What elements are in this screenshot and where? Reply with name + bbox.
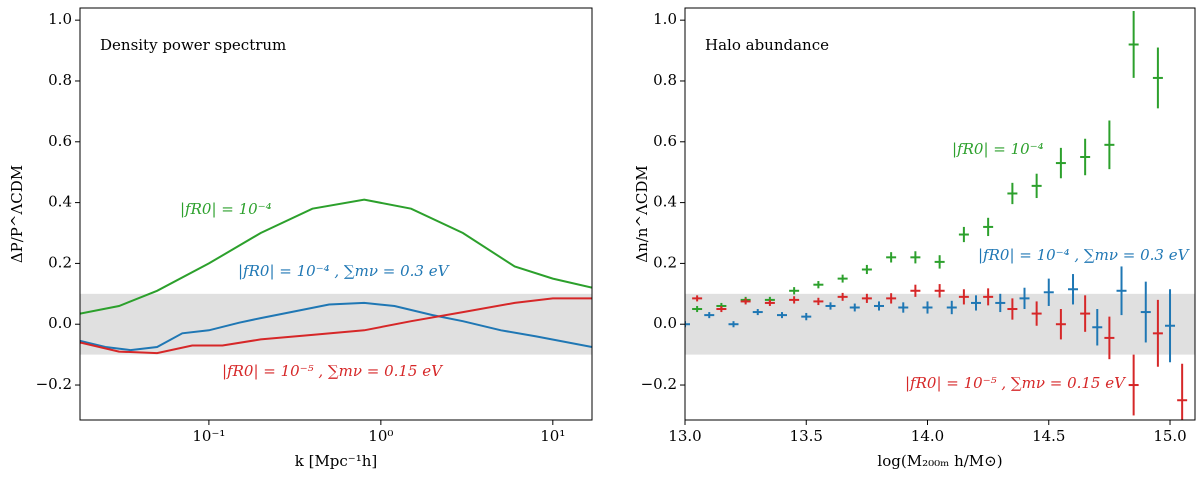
x-tick-label: 10⁻¹ — [192, 427, 225, 445]
panel-title: Halo abundance — [705, 36, 829, 54]
y-tick-label: 0.2 — [653, 253, 677, 271]
annotation: |fR0| = 10⁻⁴ — [180, 200, 272, 218]
plot-area — [685, 11, 1195, 420]
annotation: |fR0| = 10⁻⁴ , ∑mν = 0.3 eV — [238, 262, 451, 280]
y-tick-label: 0.8 — [653, 71, 677, 89]
shaded-band — [685, 293, 1195, 355]
y-tick-label: 1.0 — [48, 10, 72, 28]
x-tick-label: 13.5 — [790, 427, 823, 445]
y-axis-label: ΔP/P^ΛCDM — [8, 165, 26, 263]
axes-frame — [79, 7, 593, 421]
y-tick-label: 0.8 — [48, 71, 72, 89]
y-tick-label: 0.0 — [653, 314, 677, 332]
x-axis-label: k [Mpc⁻¹h] — [295, 452, 378, 470]
line — [80, 297, 592, 355]
y-tick-label: 1.0 — [653, 10, 677, 28]
annotation: |fR0| = 10⁻⁵ , ∑mν = 0.15 eV — [905, 374, 1127, 392]
panel-title: Density power spectrum — [100, 36, 286, 54]
annotation: |fR0| = 10⁻⁵ , ∑mν = 0.15 eV — [222, 362, 444, 380]
plot-area — [80, 198, 592, 355]
x-tick-label: 14.0 — [911, 427, 944, 445]
y-tick-label: 0.2 — [48, 253, 72, 271]
annotation: |fR0| = 10⁻⁴ — [952, 140, 1044, 158]
y-tick-label: 0.0 — [48, 314, 72, 332]
y-axis-label: Δn/n^ΛCDM — [633, 165, 651, 262]
x-tick-label: 13.0 — [668, 427, 701, 445]
x-tick-label: 15.0 — [1153, 427, 1186, 445]
y-tick-label: 0.4 — [48, 193, 72, 211]
annotation: |fR0| = 10⁻⁴ , ∑mν = 0.3 eV — [978, 246, 1191, 264]
y-tick-label: −0.2 — [641, 375, 677, 393]
x-tick-label: 10⁰ — [368, 427, 393, 445]
y-tick-label: 0.6 — [653, 132, 677, 150]
line — [80, 301, 592, 352]
y-tick-label: 0.4 — [653, 193, 677, 211]
axes-frame — [684, 7, 1196, 421]
y-tick-label: −0.2 — [36, 375, 72, 393]
y-tick-label: 0.6 — [48, 132, 72, 150]
line — [80, 198, 592, 315]
x-tick-label: 14.5 — [1032, 427, 1065, 445]
x-axis-label: log(M₂₀₀ₘ h/M⊙) — [877, 452, 1002, 470]
x-tick-label: 10¹ — [540, 427, 565, 445]
